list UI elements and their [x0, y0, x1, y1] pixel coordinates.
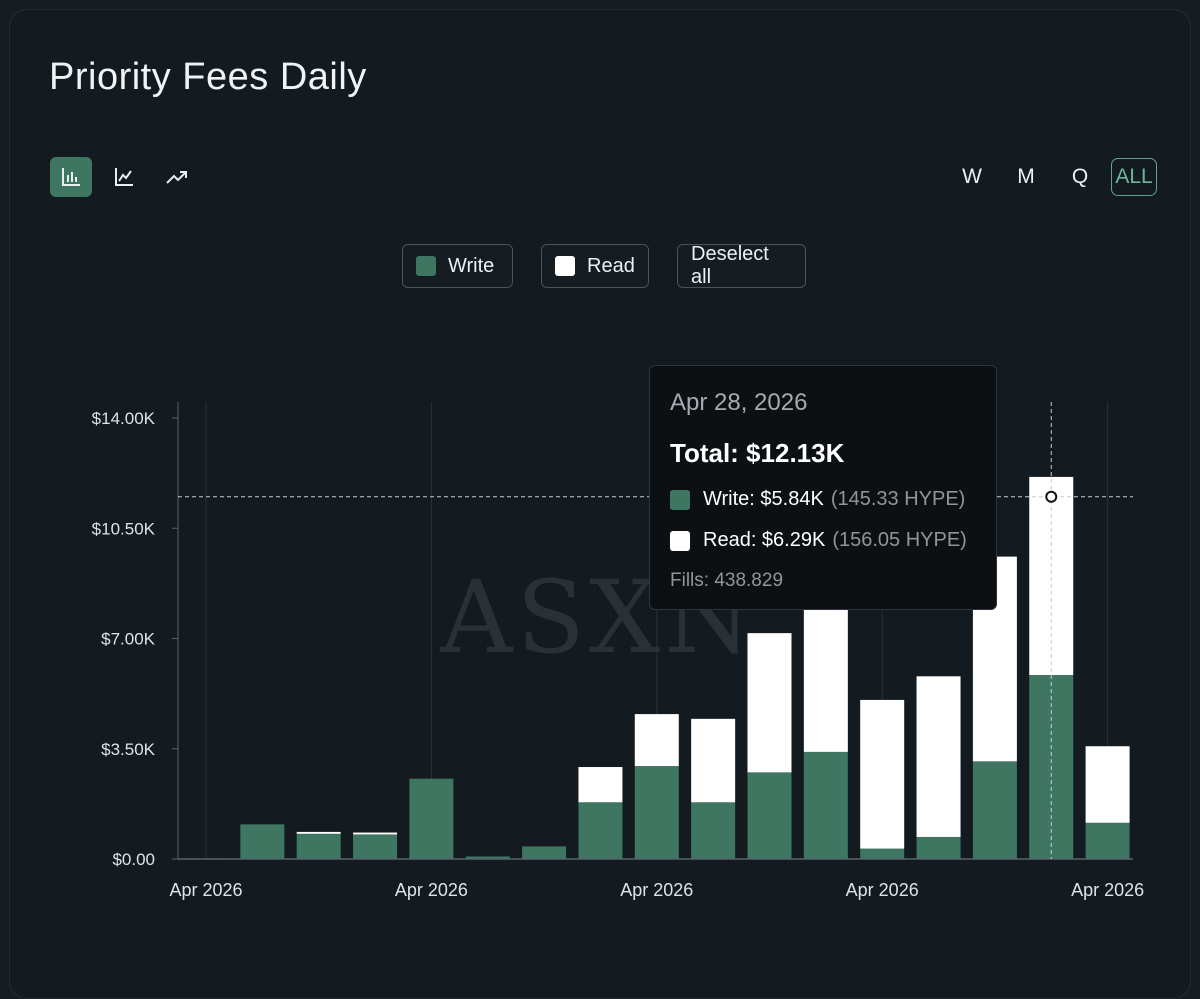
tooltip-read-hype: (156.05 HYPE): [832, 529, 967, 551]
write-bar: [860, 848, 905, 859]
x-tick-label: Apr 2026: [846, 880, 919, 900]
x-tick-label: Apr 2026: [169, 880, 242, 900]
write-bar: [240, 824, 285, 859]
write-bar: [353, 834, 398, 859]
read-bar: [747, 633, 792, 773]
legend-write-label: Write: [448, 254, 495, 277]
read-bar: [353, 832, 398, 835]
tooltip-read-swatch: [670, 530, 690, 551]
x-tick-label: Apr 2026: [1071, 880, 1144, 900]
read-bar: [296, 831, 341, 834]
axes-group: $0.00 $3.50K $7.00K $10.50K $14.00K Apr 2026 A…: [92, 402, 1144, 900]
tooltip-write-row: Write: $5.84K (145.33 HYPE): [670, 488, 965, 511]
tooltip-date: Apr 28, 2026: [670, 389, 808, 416]
tooltip-read-value: Read: $6.29K: [703, 529, 826, 551]
write-bar: [465, 856, 510, 859]
write-bar: [522, 846, 567, 859]
bar-chart-icon: [62, 168, 80, 186]
range-all-button[interactable]: ALL: [1111, 158, 1157, 196]
trend-chart-icon: [166, 171, 187, 184]
legend-write-toggle[interactable]: Write: [402, 244, 513, 288]
y-tick-label: $3.50K: [101, 740, 156, 759]
chart-tooltip: Apr 28, 2026 Total: $12.13K Write: $5.84…: [649, 365, 997, 610]
write-bar: [409, 778, 454, 859]
bar-chart-toggle[interactable]: [50, 157, 92, 197]
read-swatch: [555, 256, 575, 276]
read-bar: [803, 607, 848, 752]
y-tick-label: $7.00K: [101, 630, 156, 649]
line-chart-toggle[interactable]: [103, 157, 145, 197]
read-bar: [860, 699, 905, 849]
read-bar: [1085, 746, 1130, 823]
crosshair-point: [1045, 490, 1058, 503]
y-tick-label: $10.50K: [92, 519, 156, 538]
tooltip-total: Total: $12.13K: [670, 438, 845, 468]
write-bar: [296, 833, 341, 859]
write-swatch: [416, 256, 436, 276]
bars-group: [184, 476, 1130, 859]
deselect-all-label: Deselect all: [691, 243, 769, 288]
trend-chart-toggle[interactable]: [156, 157, 198, 197]
tooltip-read-row: Read: $6.29K (156.05 HYPE): [670, 529, 967, 552]
x-tick-label: Apr 2026: [620, 880, 693, 900]
line-chart-icon: [115, 168, 133, 186]
deselect-all-button[interactable]: Deselect all: [677, 243, 806, 288]
read-bar: [578, 767, 623, 803]
y-tick-label: $0.00: [112, 850, 155, 869]
write-bar: [1085, 822, 1130, 859]
tooltip-write-swatch: [670, 489, 690, 510]
range-month-button[interactable]: M: [1017, 165, 1035, 188]
write-bar: [972, 761, 1017, 859]
tooltip-write-hype: (145.33 HYPE): [830, 488, 966, 510]
y-tick-label: $14.00K: [92, 409, 156, 428]
write-bar: [803, 751, 848, 859]
x-tick-label: Apr 2026: [395, 880, 468, 900]
read-bar: [1029, 476, 1074, 676]
read-bar: [634, 714, 679, 767]
tooltip-fills: Fills: 438.829: [670, 570, 784, 591]
range-week-button[interactable]: W: [962, 165, 982, 188]
write-bar: [916, 836, 961, 859]
page-title: Priority Fees Daily: [49, 56, 367, 98]
write-bar: [691, 802, 736, 859]
tooltip-write-value: Write: $5.84K: [703, 488, 824, 510]
legend-read-toggle[interactable]: Read: [541, 244, 649, 288]
write-bar: [578, 802, 623, 859]
read-bar: [691, 718, 736, 803]
legend-read-label: Read: [587, 254, 635, 277]
range-quarter-button[interactable]: Q: [1071, 165, 1089, 188]
write-bar: [747, 772, 792, 859]
write-bar: [634, 766, 679, 859]
read-bar: [916, 676, 961, 837]
